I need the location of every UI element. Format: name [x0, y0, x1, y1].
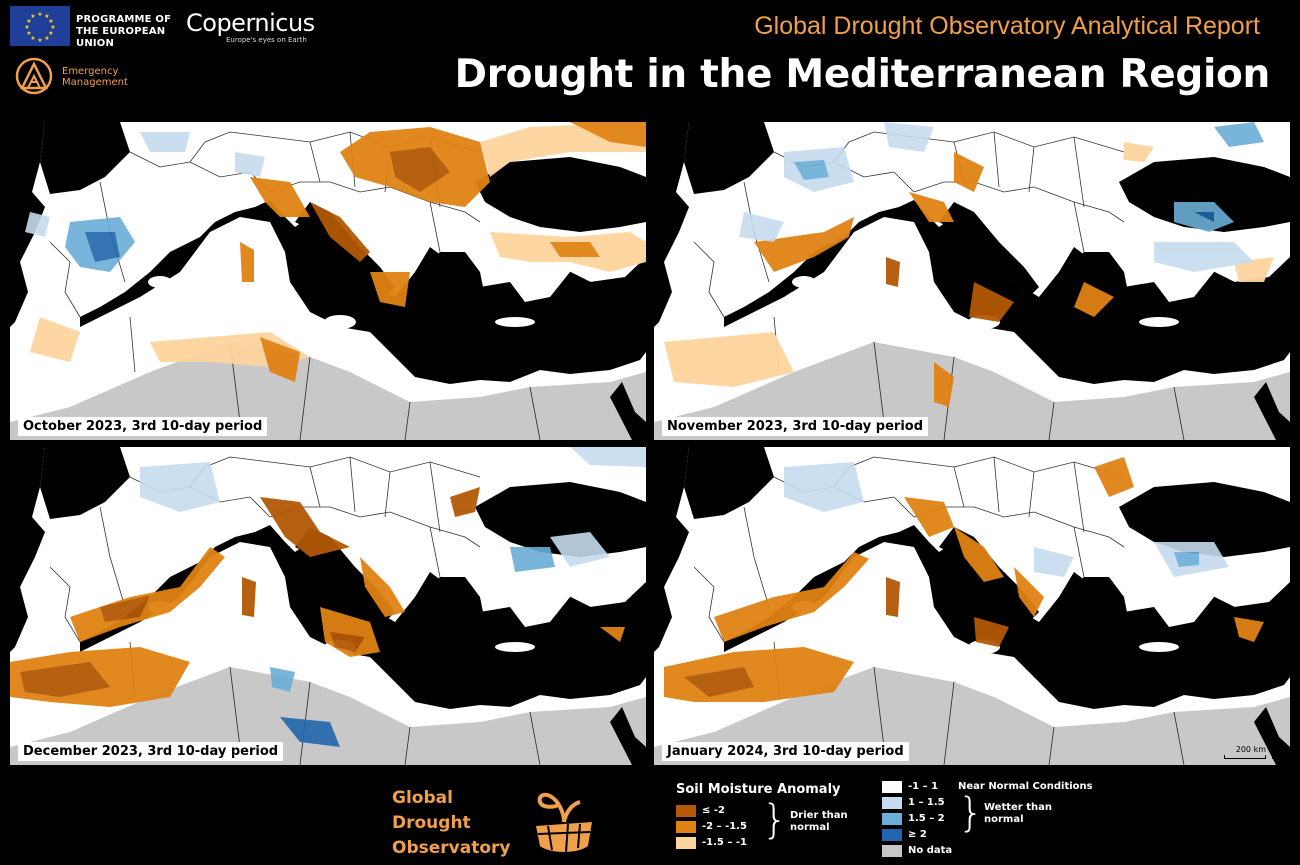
legend-group-dry: Drier than normal — [790, 810, 848, 833]
eu-flag-logo: ★ ★ ★ ★ ★ ★ ★ ★ ★ ★ ★ ★ — [10, 6, 70, 46]
legend-item: -1 – 1 — [882, 779, 938, 794]
legend-title: Soil Moisture Anomaly — [676, 782, 841, 797]
map-january-2024: January 2024, 3rd 10-day period 200 km — [654, 447, 1290, 765]
gdo-logo-line: Drought — [392, 813, 471, 833]
legend-label: ≤ -2 — [702, 805, 725, 816]
report-title: Global Drought Observatory Analytical Re… — [754, 12, 1260, 40]
gdo-sprout-icon — [528, 782, 600, 860]
legend-item: -2 – -1.5 — [676, 819, 747, 834]
map-label: November 2023, 3rd 10-day period — [662, 417, 929, 436]
scale-bar: 200 km — [1224, 745, 1266, 759]
legend-swatch — [882, 796, 902, 809]
svg-text:★: ★ — [30, 35, 35, 42]
svg-text:★: ★ — [37, 37, 42, 44]
legend-item: 1.5 – 2 — [882, 811, 945, 826]
gdo-logo-text: Global Drought Observatory — [392, 786, 510, 861]
svg-text:★: ★ — [44, 13, 49, 20]
page-title: Drought in the Mediterranean Region — [454, 52, 1271, 97]
gdo-logo-line: Observatory — [392, 838, 511, 858]
legend-label: 1 – 1.5 — [908, 797, 945, 808]
legend-label: ≥ 2 — [908, 829, 927, 840]
svg-text:★: ★ — [24, 24, 29, 31]
legend-swatch — [882, 812, 902, 825]
legend-swatch — [676, 836, 696, 849]
legend-swatch — [882, 780, 902, 793]
map-label: January 2024, 3rd 10-day period — [662, 742, 909, 761]
legend-item: -1.5 – -1 — [676, 835, 747, 850]
legend-swatch — [676, 804, 696, 817]
legend-item: 1 – 1.5 — [882, 795, 945, 810]
copernicus-tagline: Europe's eyes on Earth — [226, 36, 307, 44]
map-label: December 2023, 3rd 10-day period — [18, 742, 284, 761]
map-october-2023: October 2023, 3rd 10-day period — [10, 122, 646, 440]
copernicus-logo: Copernicus Europe's eyes on Earth — [186, 10, 315, 44]
map-label: October 2023, 3rd 10-day period — [18, 417, 268, 436]
eu-programme-text: PROGRAMME OF THE EUROPEAN UNION — [76, 14, 172, 49]
legend-swatch — [882, 828, 902, 841]
scale-bar-label: 200 km — [1235, 745, 1266, 754]
legend-swatch — [882, 844, 902, 857]
emergency-management-icon — [12, 56, 56, 96]
legend-group-wet: Wetter than normal — [984, 802, 1052, 825]
svg-text:★: ★ — [30, 13, 35, 20]
svg-text:★: ★ — [48, 30, 53, 37]
svg-text:★: ★ — [26, 30, 31, 37]
legend-brace: } — [958, 790, 984, 836]
legend-label: 1.5 – 2 — [908, 813, 945, 824]
legend-brace: } — [762, 797, 788, 843]
svg-text:★: ★ — [37, 11, 42, 18]
svg-text:★: ★ — [44, 35, 49, 42]
legend-label: No data — [908, 845, 953, 856]
legend-label: -2 – -1.5 — [702, 821, 747, 832]
north-arrow-icon — [1272, 743, 1284, 759]
map-december-2023: December 2023, 3rd 10-day period — [10, 447, 646, 765]
legend-item: ≥ 2 — [882, 827, 927, 842]
legend-label: -1.5 – -1 — [702, 837, 747, 848]
legend-label: -1 – 1 — [908, 781, 939, 792]
svg-text:★: ★ — [26, 18, 31, 25]
legend-item: No data — [882, 843, 952, 858]
legend-group-normal: Near Normal Conditions — [958, 781, 1093, 792]
svg-text:★: ★ — [50, 24, 55, 31]
svg-text:★: ★ — [48, 18, 53, 25]
legend-swatch — [676, 820, 696, 833]
gdo-logo-line: Global — [392, 788, 453, 808]
legend-item: ≤ -2 — [676, 803, 725, 818]
map-november-2023: November 2023, 3rd 10-day period — [654, 122, 1290, 440]
emergency-management-text: Emergency Management — [62, 66, 128, 88]
copernicus-name: Copernicus — [186, 9, 315, 37]
